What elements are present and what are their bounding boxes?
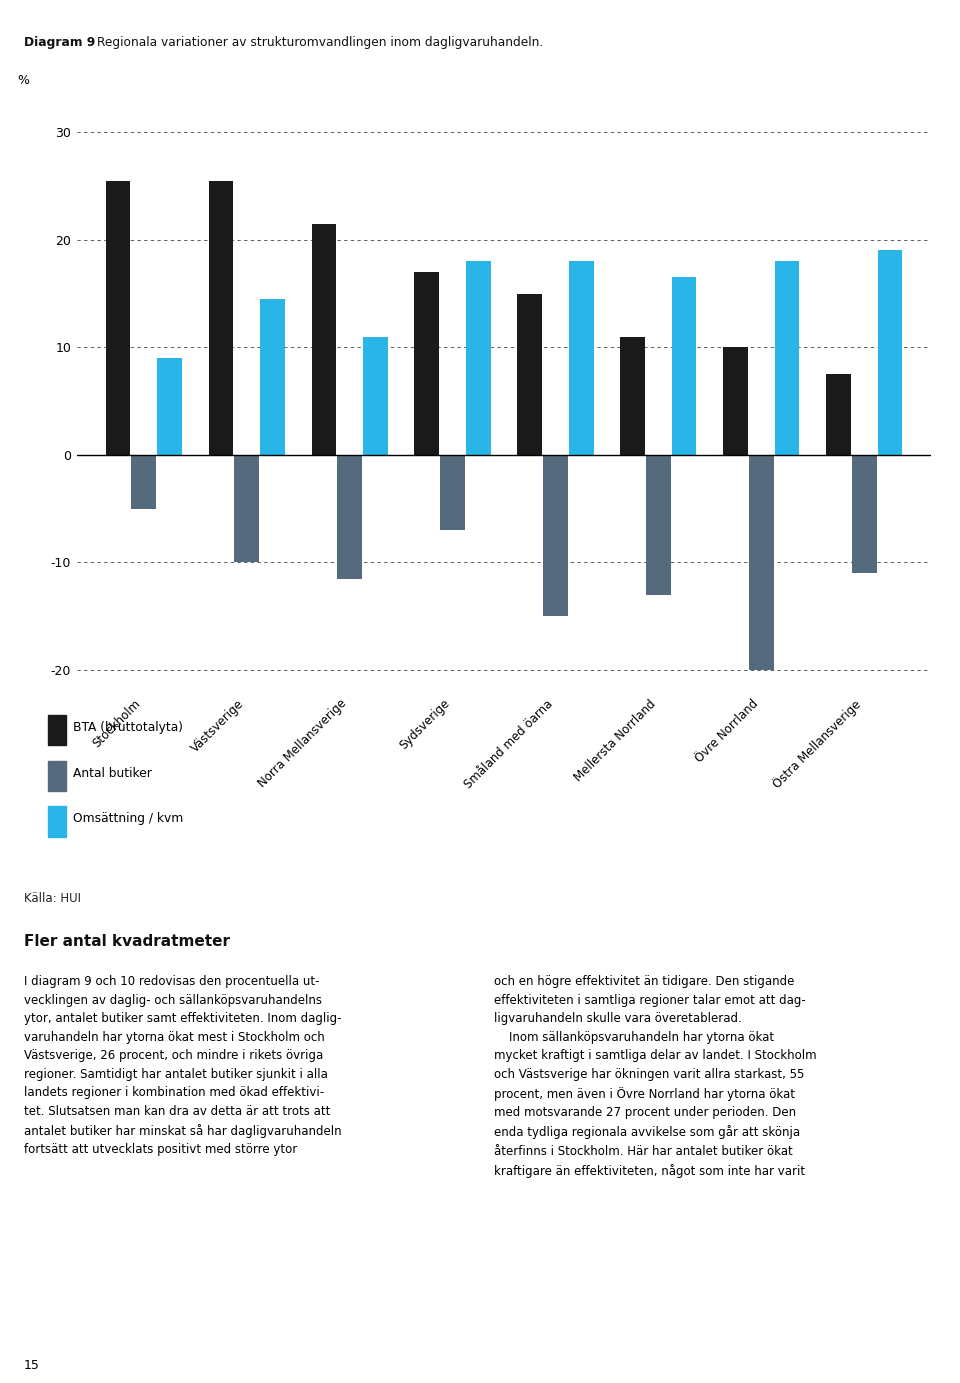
Text: %: % <box>17 75 29 87</box>
Bar <box>852 455 876 573</box>
Bar <box>723 347 748 455</box>
Bar <box>311 224 336 455</box>
Bar <box>543 455 567 617</box>
Bar <box>646 455 671 595</box>
FancyBboxPatch shape <box>48 806 66 837</box>
Bar <box>363 336 388 455</box>
Bar <box>132 455 156 509</box>
Text: Antal butiker: Antal butiker <box>73 766 152 780</box>
Text: Diagram 9: Diagram 9 <box>24 36 95 48</box>
Bar <box>749 455 774 669</box>
Bar <box>415 272 439 455</box>
Bar <box>517 293 542 455</box>
Text: Fler antal kvadratmeter: Fler antal kvadratmeter <box>24 934 230 949</box>
Text: BTA (bruttotalyta): BTA (bruttotalyta) <box>73 721 183 734</box>
Bar <box>208 181 233 455</box>
Text: Källa: HUI: Källa: HUI <box>24 892 81 904</box>
Text: och en högre effektivitet än tidigare. Den stigande
effektiviteten i samtliga re: och en högre effektivitet än tidigare. D… <box>494 975 817 1177</box>
FancyBboxPatch shape <box>48 761 66 791</box>
Bar <box>569 261 593 455</box>
Bar <box>234 455 259 563</box>
Bar <box>827 375 851 455</box>
Text: Omsättning / kvm: Omsättning / kvm <box>73 812 183 826</box>
FancyBboxPatch shape <box>48 715 66 745</box>
Bar <box>877 250 902 455</box>
Bar <box>441 455 465 530</box>
Bar <box>106 181 131 455</box>
Bar <box>337 455 362 578</box>
Bar <box>157 358 181 455</box>
Text: 15: 15 <box>24 1359 40 1372</box>
Bar <box>260 299 285 455</box>
Text: Regionala variationer av strukturomvandlingen inom dagligvaruhandeln.: Regionala variationer av strukturomvandl… <box>93 36 543 48</box>
Text: I diagram 9 och 10 redovisas den procentuella ut-
vecklingen av daglig- och säll: I diagram 9 och 10 redovisas den procent… <box>24 975 342 1156</box>
Bar <box>620 336 645 455</box>
Bar <box>466 261 491 455</box>
Bar <box>672 278 697 455</box>
Bar <box>775 261 800 455</box>
